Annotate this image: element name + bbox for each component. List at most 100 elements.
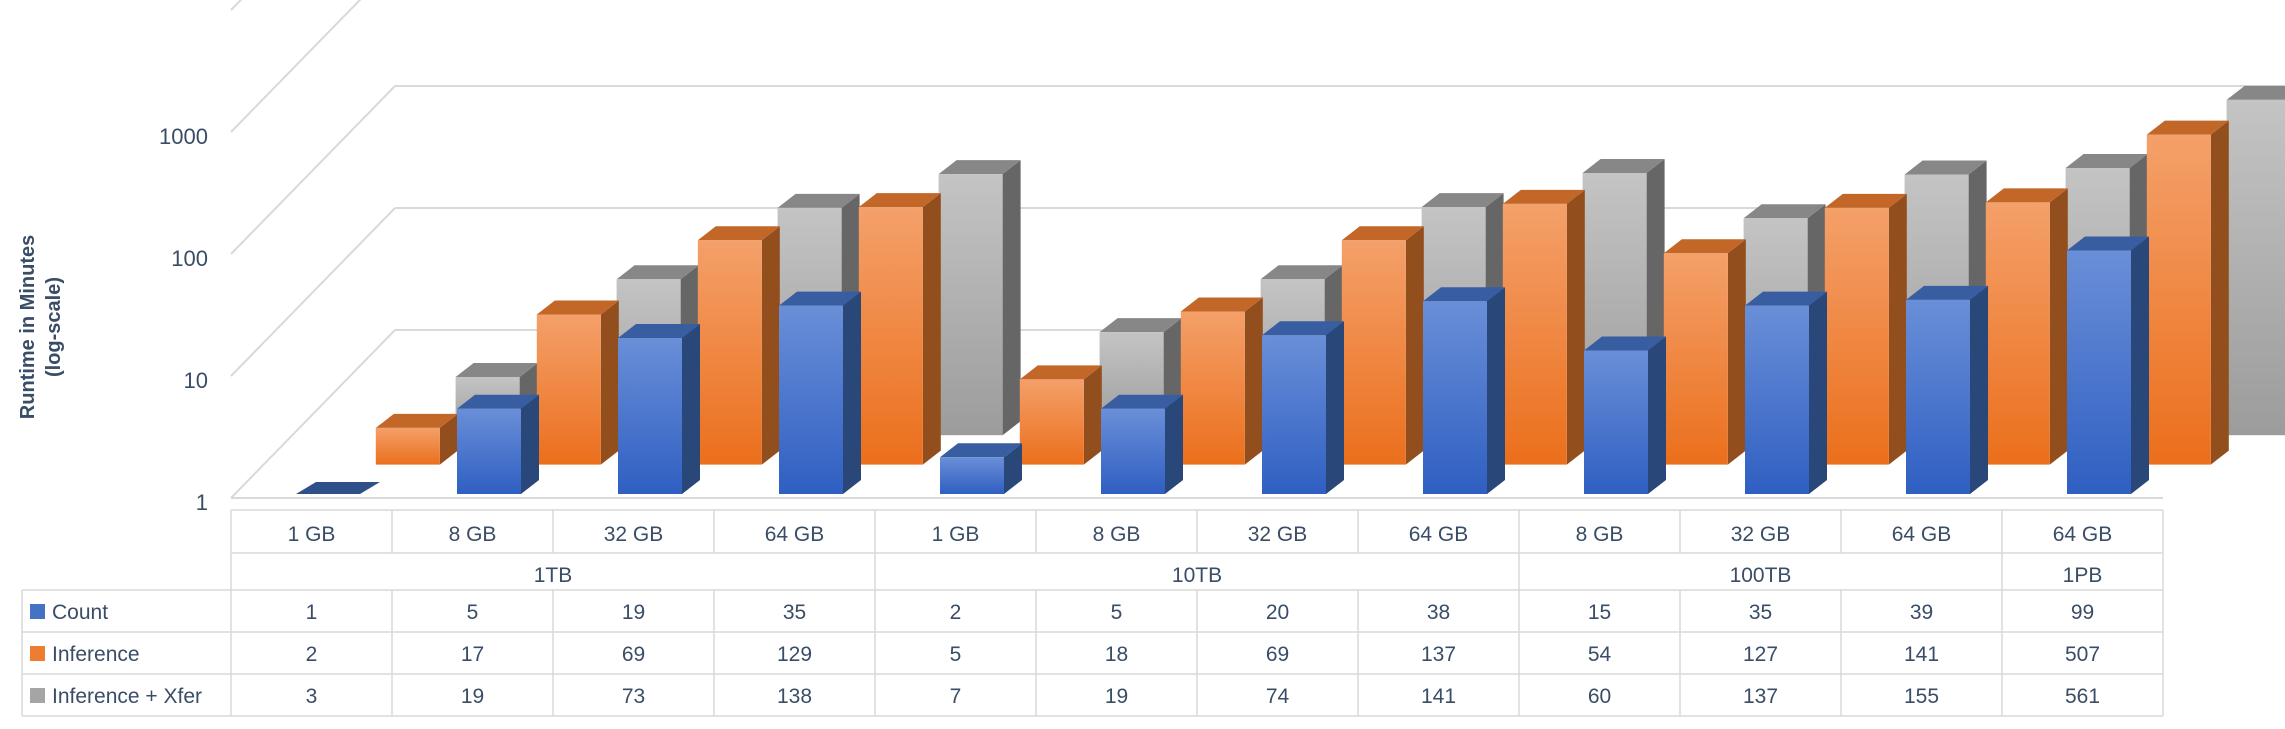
- bar-inference: [1019, 365, 1102, 465]
- bar-side: [682, 323, 700, 494]
- bar-front: [940, 457, 1004, 494]
- data-cell: 129: [777, 643, 812, 666]
- bar-inference: [858, 193, 941, 465]
- bar-side: [1809, 291, 1827, 494]
- bar-front: [536, 314, 601, 465]
- bar-top: [1906, 285, 1988, 300]
- data-cell: 2: [306, 643, 318, 666]
- bar-inference: [2146, 120, 2229, 465]
- gridline-diagonal: [230, 329, 396, 499]
- bar-front: [1262, 335, 1326, 494]
- bar-front: [2226, 99, 2285, 436]
- bar-front: [457, 408, 521, 494]
- bar-front: [1502, 203, 1567, 465]
- bar-inference-xfer: [938, 160, 1021, 436]
- data-cell: 69: [1266, 643, 1289, 666]
- bar-top: [2226, 85, 2285, 100]
- bar-top: [1180, 297, 1263, 312]
- category-label: 8 GB: [1576, 523, 1624, 546]
- data-cell: 17: [461, 643, 484, 666]
- bar-top: [1582, 158, 1665, 173]
- bar-side: [2210, 120, 2229, 465]
- bar-side: [1888, 193, 1907, 465]
- bar-front: [697, 240, 762, 465]
- legend-key-count: [30, 604, 45, 619]
- data-cell: 141: [1421, 685, 1456, 708]
- bar-count: [1906, 285, 1988, 494]
- bar-inference: [375, 413, 458, 465]
- data-cell: 5: [467, 601, 479, 624]
- bar-front: [618, 337, 682, 494]
- bar-front: [1341, 240, 1406, 465]
- data-cell: 60: [1588, 685, 1611, 708]
- bar-top: [1019, 365, 1102, 380]
- bar-front: [1101, 408, 1165, 494]
- bar-side: [2049, 188, 2068, 465]
- bar-top: [1099, 318, 1182, 333]
- y-axis-label-line-1: Runtime in Minutes: [17, 235, 39, 419]
- bar-front: [779, 305, 843, 494]
- bar-side: [1326, 321, 1344, 494]
- bar-top: [1502, 189, 1585, 204]
- bar-count: [779, 291, 861, 494]
- data-cell: 74: [1266, 685, 1290, 708]
- bar-front: [1584, 350, 1648, 494]
- data-cell: 127: [1743, 643, 1778, 666]
- bar-top: [1423, 287, 1505, 302]
- bar-count: [296, 482, 380, 494]
- bar-top: [536, 300, 619, 315]
- bar-front: [2146, 134, 2211, 465]
- bar-top: [1341, 226, 1424, 241]
- category-label: 1 GB: [288, 523, 336, 546]
- y-tick-label: 1: [196, 490, 208, 515]
- bar-front: [1745, 305, 1809, 494]
- gridline-diagonal: [230, 0, 243, 11]
- data-cell: 7: [950, 685, 962, 708]
- bar-side: [1487, 287, 1505, 494]
- bar-top: [1260, 265, 1343, 280]
- category-label: 32 GB: [604, 523, 664, 546]
- legend-label-inference: Inference: [52, 643, 140, 666]
- data-cell: 54: [1588, 643, 1612, 666]
- legend-label-inference-xfer: Inference + Xfer: [52, 685, 202, 708]
- data-cell: 69: [622, 643, 645, 666]
- bar-top: [457, 394, 539, 409]
- bar-front: [938, 174, 1003, 436]
- data-cell: 507: [2065, 643, 2100, 666]
- bar-count: [457, 394, 539, 494]
- category-label: 64 GB: [1892, 523, 1952, 546]
- y-tick-label: 100: [171, 246, 208, 271]
- bar-top: [2146, 120, 2229, 135]
- y-tick-label: 10: [184, 368, 208, 393]
- bar-front: [375, 427, 440, 465]
- bar-side: [761, 226, 780, 465]
- category-label: 32 GB: [1248, 523, 1308, 546]
- bar-top: [1745, 291, 1827, 306]
- data-cell: 18: [1105, 643, 1128, 666]
- bar-side: [1083, 365, 1102, 465]
- bar-side: [600, 300, 619, 465]
- y-axis-ticks: 1 10 100 1000: [159, 124, 208, 515]
- bar-top: [1262, 321, 1344, 336]
- bar-count: [618, 323, 700, 494]
- bar-count: [1262, 321, 1344, 494]
- data-cell: 5: [950, 643, 962, 666]
- category-label: 64 GB: [765, 523, 825, 546]
- bar-inference: [1502, 189, 1585, 465]
- data-cell: 19: [622, 601, 645, 624]
- legend-key-inference-xfer: [30, 688, 45, 703]
- bar-front: [858, 207, 923, 465]
- bar-top: [697, 226, 780, 241]
- data-cell: 2: [950, 601, 962, 624]
- bar-top: [1101, 394, 1183, 409]
- bar-inference: [1341, 226, 1424, 465]
- data-cell: 99: [2071, 601, 2094, 624]
- bar-inference: [1985, 188, 2068, 465]
- legend-label-count: Count: [52, 601, 108, 624]
- category-label: 8 GB: [449, 523, 497, 546]
- group-label: 1TB: [534, 564, 573, 587]
- bar-side: [1165, 394, 1183, 494]
- bar-side: [1002, 160, 1021, 436]
- bar-inference: [697, 226, 780, 465]
